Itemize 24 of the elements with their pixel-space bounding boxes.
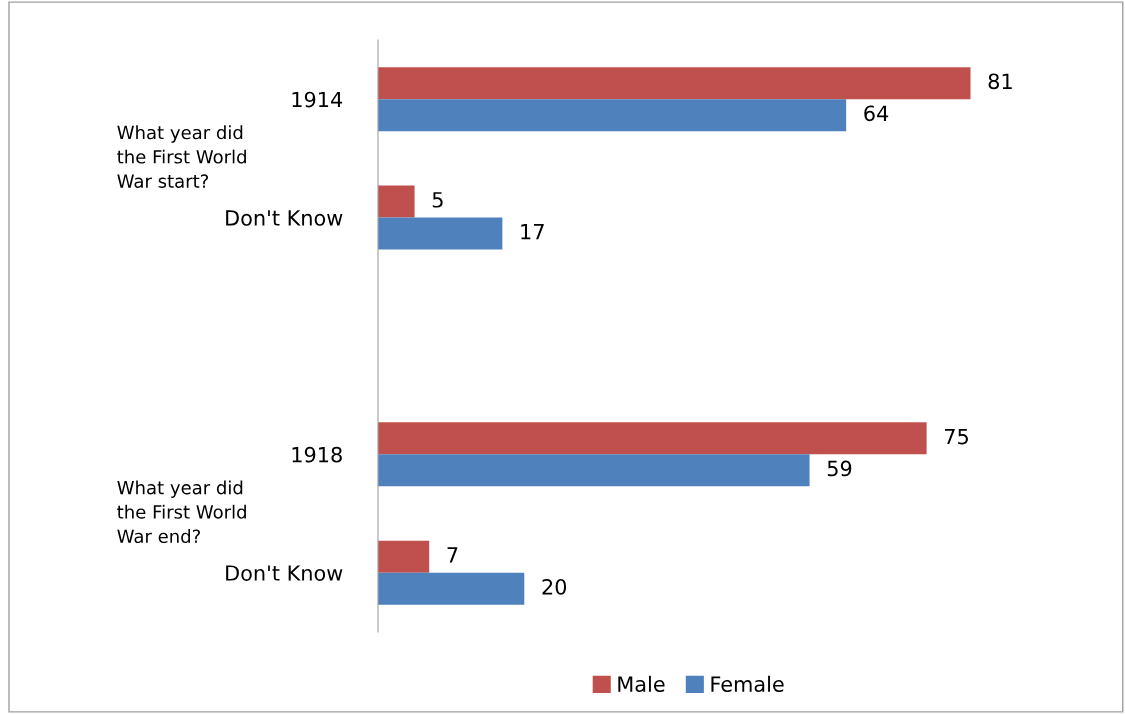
data-label: 75 (944, 428, 968, 445)
y-tick-label: 1914 (292, 91, 343, 108)
bar (378, 572, 525, 605)
bar (378, 217, 503, 250)
bar (378, 454, 810, 487)
bar (378, 540, 430, 573)
data-label: 5 (432, 192, 443, 208)
data-label: 20 (542, 578, 567, 595)
legend-label: Male (618, 675, 665, 692)
data-label: 7 (447, 547, 458, 563)
y-tick-label: Don't Know (226, 565, 343, 581)
y-tick-label: Don't Know (226, 210, 343, 226)
data-label: 64 (864, 105, 889, 122)
data-label: 81 (988, 73, 1012, 90)
y-tick-label: 1918 (292, 446, 342, 463)
data-label: 17 (521, 224, 544, 240)
text: What year did the First World War end? (117, 480, 246, 544)
bar (378, 67, 971, 100)
legend-label: Female (711, 675, 784, 692)
data-label: 59 (827, 460, 852, 477)
bar (378, 422, 927, 455)
bar (378, 185, 415, 218)
bar (378, 99, 847, 132)
text: What year did the First World War start? (117, 125, 246, 188)
